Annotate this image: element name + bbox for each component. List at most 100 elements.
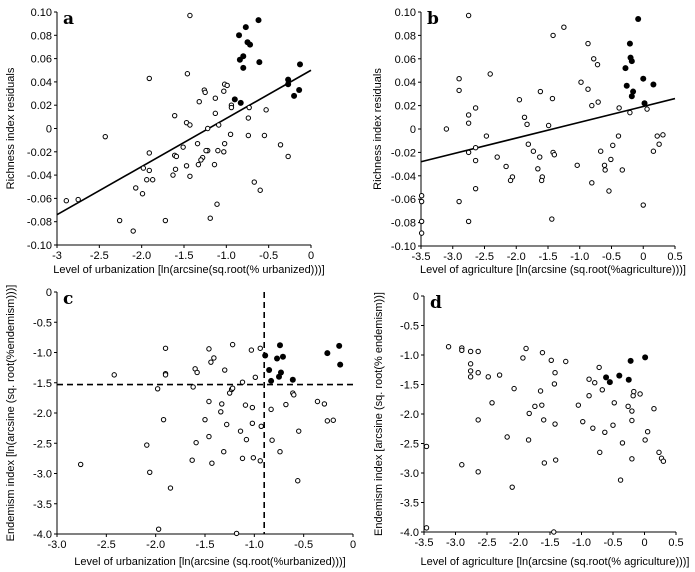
filled-point [650,81,657,88]
open-point [190,384,196,390]
open-point [208,359,214,365]
open-point [617,477,624,483]
open-point [654,133,660,139]
y-axis-label: Endemism index [arcsine (sq. root(% ende… [373,292,385,536]
y-tick-label: -3.0 [400,468,419,480]
x-tick-label: 0 [350,539,356,551]
x-tick-label: -2.0 [509,537,528,549]
open-point [269,437,275,443]
open-point [597,449,603,456]
y-tick-label: -3.5 [33,499,52,511]
open-point [172,166,179,172]
open-point [467,361,474,367]
open-point [550,32,556,39]
open-point [162,345,169,351]
filled-point [606,379,613,386]
open-point [187,173,193,179]
y-tick-label: -1.5 [33,378,52,390]
filled-point [268,377,275,384]
open-point [629,417,635,424]
open-point [214,201,220,207]
open-point [516,97,523,103]
open-point [608,156,614,163]
open-point [258,423,264,430]
filled-point [289,376,296,383]
open-point [660,458,667,464]
open-point [504,434,510,440]
filled-point [623,82,630,89]
y-tick-label: -1.0 [400,350,419,362]
open-point [149,177,156,183]
y-tick-label: 0.06 [395,54,416,66]
x-tick-label: 0 [641,537,647,549]
open-point [589,180,595,186]
x-tick-label: -2.0 [507,251,526,263]
open-point [631,388,637,395]
open-point [599,387,605,393]
open-point [642,437,648,443]
y-axis-label: Richness index residuals [5,67,17,189]
x-tick-label: -0.5 [294,539,313,551]
open-point [133,185,139,191]
open-point [538,177,545,184]
open-point [257,345,263,351]
open-point [285,153,291,160]
open-point [443,126,450,132]
open-point [206,346,212,352]
x-tick-label: -0.5 [602,251,621,263]
y-tick-label: -0.5 [400,321,419,333]
open-point [184,71,191,77]
open-point [189,457,195,463]
open-point [467,348,474,355]
x-tick-label: -1.5 [539,251,558,263]
open-point [575,402,582,408]
open-point [589,102,595,109]
open-point [494,154,500,160]
open-point [574,162,580,168]
open-point [525,141,532,147]
open-point [629,408,635,414]
filled-point [635,16,642,23]
open-point [595,99,601,105]
open-point [619,440,626,446]
open-point [263,107,269,113]
open-point [602,167,608,173]
open-point [585,86,591,92]
open-point [585,40,591,47]
filled-point [276,342,283,349]
open-point [257,458,263,464]
open-point [551,529,557,535]
open-point [465,120,472,126]
open-point [489,400,495,406]
open-point [598,148,604,154]
filled-point [247,41,254,48]
x-tick-label: 0 [640,251,646,263]
open-point [606,188,612,194]
open-point [610,142,616,149]
open-point [552,421,558,427]
open-point [206,398,212,405]
filled-point [291,92,298,99]
filled-point [641,100,648,107]
open-point [509,484,515,490]
filled-point [622,65,629,72]
y-tick-label: -4.0 [33,529,52,541]
filled-point [240,64,247,71]
open-point [207,215,213,221]
open-point [418,198,425,205]
open-point [592,380,598,386]
y-tick-label: -0.08 [391,218,416,230]
y-axis-label: Endemism index [ln(arcsine (sq. root(%en… [5,285,17,542]
y-tick-label: -3.5 [400,498,419,510]
open-point [198,157,204,163]
open-point [465,12,472,19]
panel-letter: b [427,9,439,29]
y-tick-label: -4.0 [400,527,419,539]
open-point [537,88,544,95]
open-point [252,374,259,381]
open-point [551,152,558,158]
open-point [261,132,268,139]
open-point [154,386,161,392]
open-point [324,418,331,424]
y-tick-label: -0.06 [391,194,416,206]
